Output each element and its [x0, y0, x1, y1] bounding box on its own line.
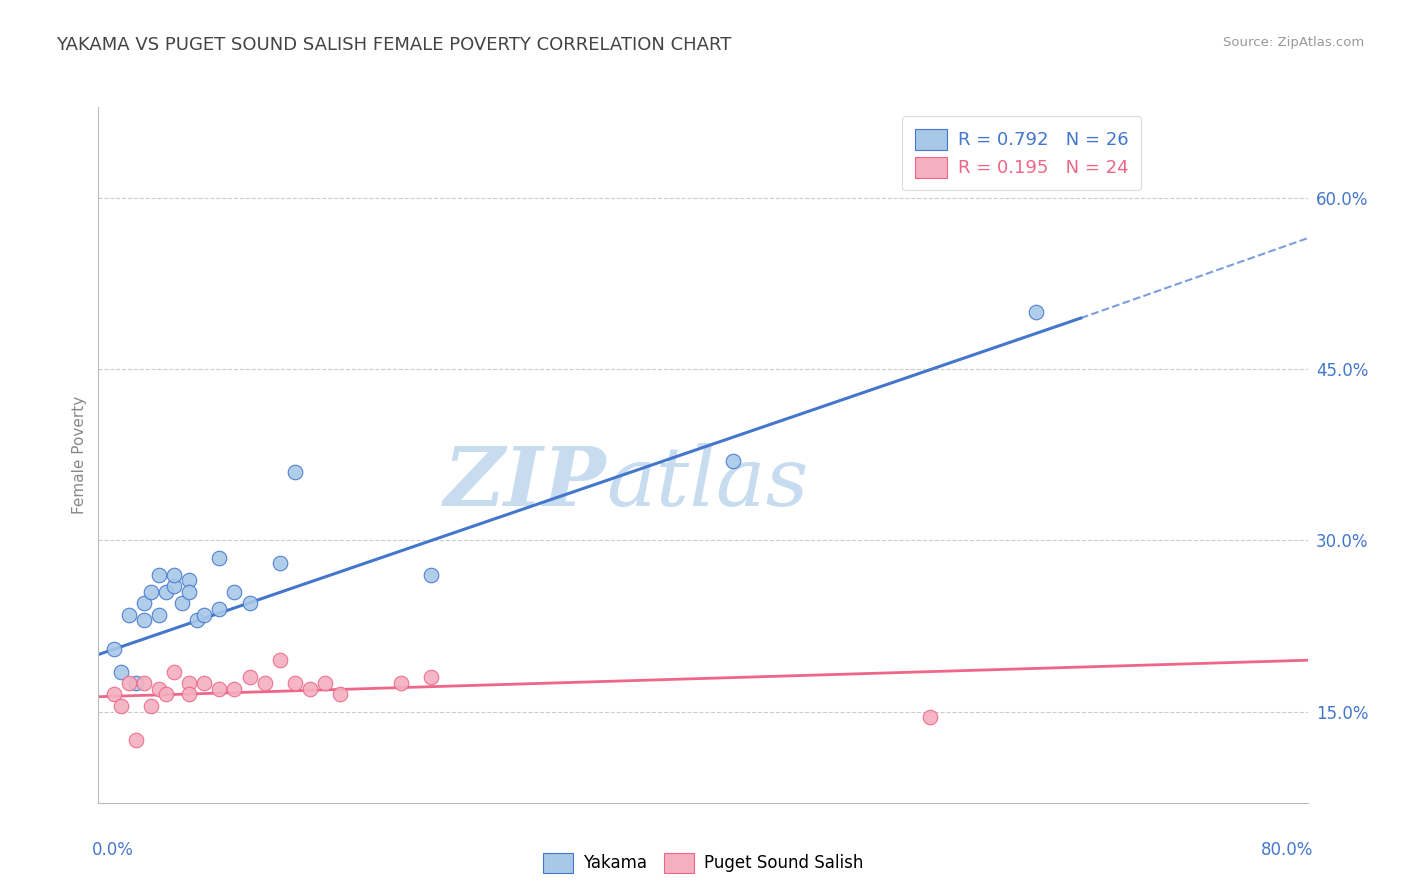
Point	[253, 676, 276, 690]
Point	[179, 676, 201, 690]
Point	[170, 596, 193, 610]
Point	[148, 567, 170, 582]
Point	[163, 567, 186, 582]
Point	[389, 676, 412, 690]
Point	[141, 698, 163, 713]
Point	[239, 596, 262, 610]
Point	[110, 665, 132, 679]
Point	[141, 584, 163, 599]
Point	[148, 607, 170, 622]
Text: 0.0%: 0.0%	[93, 841, 134, 859]
Point	[224, 584, 246, 599]
Point	[110, 698, 132, 713]
Point	[284, 676, 307, 690]
Text: atlas: atlas	[606, 442, 808, 523]
Point	[132, 596, 155, 610]
Point	[163, 665, 186, 679]
Point	[193, 676, 215, 690]
Text: ZIP: ZIP	[444, 442, 606, 523]
Point	[208, 602, 231, 616]
Point	[269, 653, 291, 667]
Point	[132, 613, 155, 627]
Point	[420, 567, 443, 582]
Point	[179, 584, 201, 599]
Point	[299, 681, 322, 696]
Point	[132, 676, 155, 690]
Point	[179, 688, 201, 702]
Point	[918, 710, 941, 724]
Legend: Yakama, Puget Sound Salish: Yakama, Puget Sound Salish	[536, 847, 870, 880]
Point	[125, 733, 148, 747]
Point	[224, 681, 246, 696]
Point	[314, 676, 336, 690]
Point	[103, 688, 125, 702]
Y-axis label: Female Poverty: Female Poverty	[72, 396, 87, 514]
Text: YAKAMA VS PUGET SOUND SALISH FEMALE POVERTY CORRELATION CHART: YAKAMA VS PUGET SOUND SALISH FEMALE POVE…	[56, 36, 731, 54]
Point	[155, 584, 177, 599]
Point	[118, 676, 141, 690]
Point	[103, 641, 125, 656]
Text: 80.0%: 80.0%	[1261, 841, 1313, 859]
Point	[179, 574, 201, 588]
Point	[284, 465, 307, 479]
Point	[193, 607, 215, 622]
Point	[163, 579, 186, 593]
Point	[329, 688, 352, 702]
Point	[420, 670, 443, 684]
Point	[118, 607, 141, 622]
Legend: R = 0.792   N = 26, R = 0.195   N = 24: R = 0.792 N = 26, R = 0.195 N = 24	[903, 116, 1142, 190]
Point	[1024, 305, 1046, 319]
Point	[723, 453, 745, 467]
Point	[208, 681, 231, 696]
Point	[208, 550, 231, 565]
Point	[186, 613, 208, 627]
Text: Source: ZipAtlas.com: Source: ZipAtlas.com	[1223, 36, 1364, 49]
Point	[125, 676, 148, 690]
Point	[269, 556, 291, 570]
Point	[239, 670, 262, 684]
Point	[148, 681, 170, 696]
Point	[155, 688, 177, 702]
